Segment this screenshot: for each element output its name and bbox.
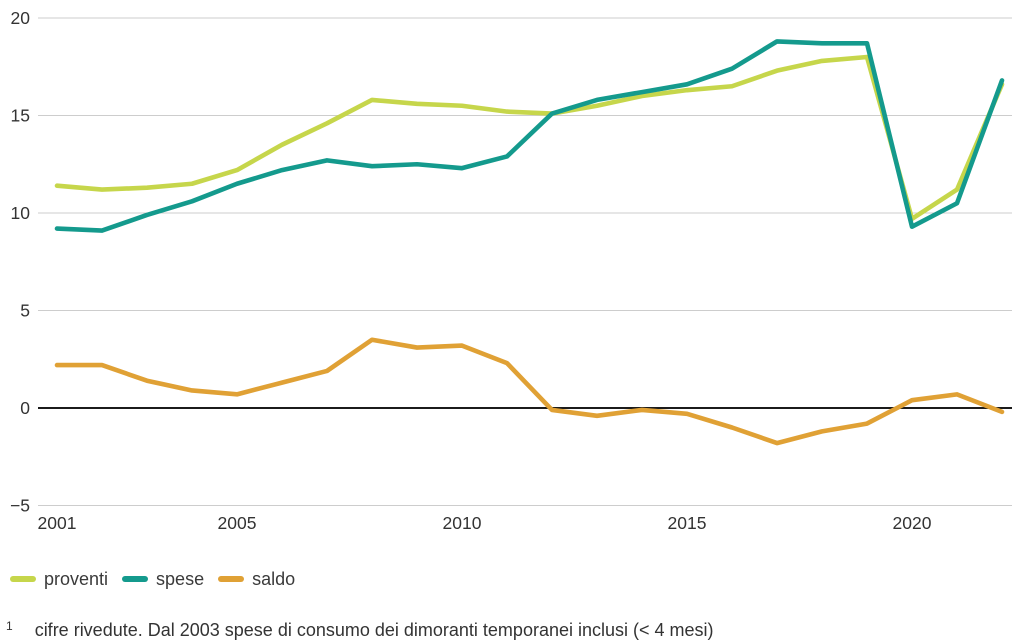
legend-label-saldo: saldo <box>252 569 296 589</box>
y-tick-label: 20 <box>11 8 31 28</box>
chart-footnote: 1 cifre rivedute. Dal 2003 spese di consu… <box>6 619 714 640</box>
x-tick-label: 2005 <box>218 513 257 533</box>
series-saldo <box>54 337 1005 446</box>
chart-legend: proventi spese saldo <box>10 570 295 588</box>
footnote-text: cifre rivedute. Dal 2003 spese di consum… <box>34 620 714 640</box>
y-axis-labels: 20 15 10 5 0 −5 <box>10 8 30 516</box>
y-tick-label: 0 <box>20 398 30 418</box>
legend-swatch-saldo <box>218 576 245 582</box>
x-axis-labels: 2001 2005 2010 2015 2020 <box>38 513 932 533</box>
footnote-marker: 1 <box>6 619 13 633</box>
y-tick-label: −5 <box>10 496 30 516</box>
legend-item-spese: spese <box>122 570 204 588</box>
series-proventi <box>54 54 1005 222</box>
x-tick-label: 2001 <box>38 513 77 533</box>
legend-label-proventi: proventi <box>44 569 109 589</box>
x-tick-label: 2010 <box>443 513 482 533</box>
legend-label-spese: spese <box>156 569 205 589</box>
x-tick-label: 2015 <box>668 513 707 533</box>
legend-item-saldo: saldo <box>218 570 295 588</box>
series-spese <box>54 39 1005 233</box>
x-tick-label: 2020 <box>893 513 932 533</box>
legend-swatch-proventi <box>10 576 36 582</box>
legend-swatch-spese <box>122 576 149 582</box>
series-lines <box>54 39 1005 446</box>
y-tick-label: 15 <box>11 106 30 126</box>
gridlines <box>38 17 1012 506</box>
y-tick-label: 10 <box>11 203 31 223</box>
legend-item-proventi: proventi <box>10 570 108 588</box>
y-tick-label: 5 <box>20 301 30 321</box>
